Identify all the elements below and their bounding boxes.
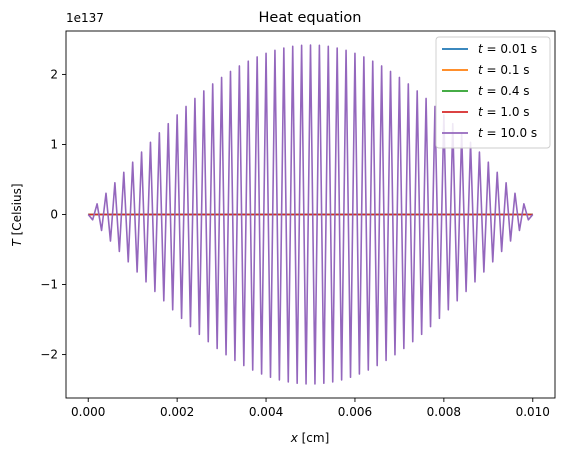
x-tick-label: 0.010 [516,405,550,419]
x-tick-label: 0.000 [71,405,105,419]
y-tick-label: 1 [50,137,58,151]
x-tick-label: 0.006 [338,405,372,419]
y-axis-offset-label: 1e137 [66,11,104,25]
y-tick-label: 2 [50,67,58,81]
x-axis-label: x [cm] [290,431,330,445]
legend-label: t = 0.4 s [478,84,530,98]
y-tick-label: −2 [40,348,58,362]
y-tick-label: 0 [50,208,58,222]
legend: t = 0.01 s t = 0.1 s t = 0.4 s t = 1.0 s t =… [435,36,551,149]
legend-label: t = 0.1 s [478,63,530,77]
series-line-5 [87,44,534,385]
legend-label: t = 0.01 s [478,42,537,56]
y-tick-label: −1 [40,278,58,292]
x-tick-label: 0.002 [160,405,194,419]
y-axis-ticks: −2 −1 0 1 2 [40,67,66,362]
legend-label: t = 1.0 s [478,105,530,119]
x-axis-ticks: 0.000 0.002 0.004 0.006 0.008 0.010 [71,398,550,419]
x-tick-label: 0.004 [249,405,283,419]
x-tick-label: 0.008 [427,405,461,419]
legend-label: t = 10.0 s [478,126,537,140]
legend-frame [435,36,551,149]
y-axis-label: T [Celsius] [10,183,24,246]
chart-title: Heat equation [259,10,362,26]
